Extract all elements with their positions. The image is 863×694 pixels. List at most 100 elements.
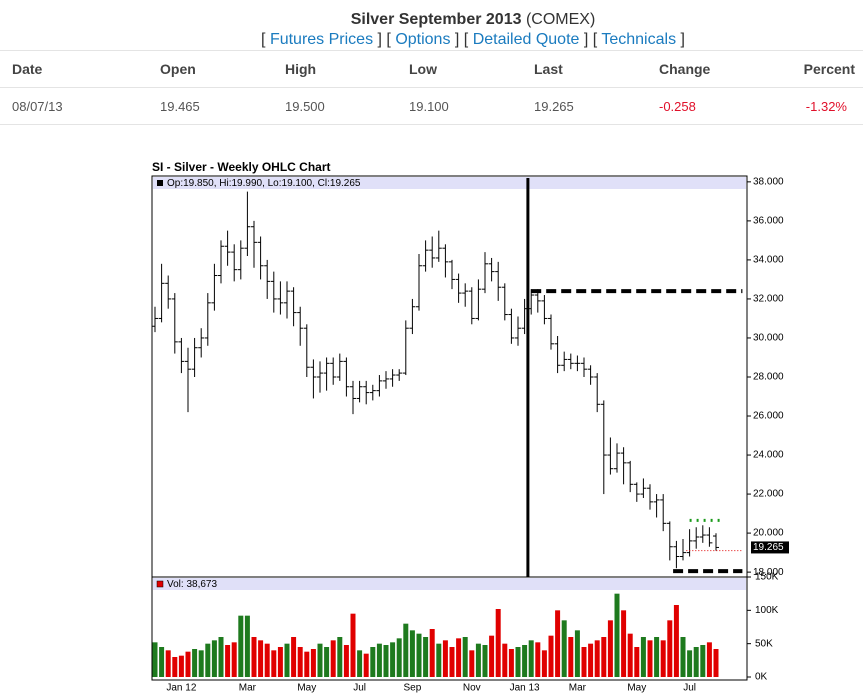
column-header: Date: [0, 50, 160, 88]
column-header: Last: [534, 50, 659, 88]
quote-table: Date Open High Low Last Change Percent 0…: [0, 50, 863, 125]
volume-bar: [673, 605, 679, 677]
x-tick-label: May: [627, 683, 646, 694]
volume-bar: [634, 647, 640, 677]
volume-bar: [621, 610, 627, 677]
volume-bar: [310, 649, 316, 677]
volume-bar: [337, 637, 343, 677]
volume-bar: [515, 647, 521, 677]
volume-icon: [156, 580, 164, 588]
volume-bar: [231, 642, 237, 677]
volume-bar: [211, 640, 217, 677]
volume-bar: [350, 613, 356, 677]
link[interactable]: Futures Prices: [269, 31, 374, 48]
volume-label: Vol: 38,673: [167, 579, 217, 590]
volume-bar: [291, 637, 297, 677]
x-tick-label: Sep: [404, 683, 422, 694]
y-tick-label: 30.000: [753, 333, 784, 344]
volume-bar: [462, 637, 468, 677]
volume-bar: [383, 645, 389, 677]
column-header: Open: [160, 50, 285, 88]
volume-bar: [363, 653, 369, 677]
header: Silver September 2013 (COMEX) [ Futures …: [0, 10, 863, 50]
volume-bar: [706, 642, 712, 677]
volume-bar: [297, 647, 303, 677]
y-tick-label: 26.000: [753, 411, 784, 422]
title: Silver September 2013: [350, 11, 522, 28]
volume-bar: [482, 645, 488, 677]
volume-bar: [370, 647, 376, 677]
ohlc-label: Op:19.850, Hi:19.990, Lo:19.100, Cl:19.2…: [167, 178, 361, 189]
link[interactable]: Options: [395, 31, 451, 48]
column-header: High: [285, 50, 409, 88]
volume-bar: [442, 640, 448, 677]
volume-bar: [330, 640, 336, 677]
volume-bar: [198, 650, 204, 677]
link[interactable]: Detailed Quote: [472, 31, 580, 48]
volume-bar: [390, 642, 396, 677]
header-row: Date Open High Low Last Change Percent: [0, 50, 863, 88]
volume-bar: [667, 620, 673, 677]
volume-bar: [700, 645, 706, 677]
volume-bar: [502, 643, 508, 677]
y-tick-label: 24.000: [753, 450, 784, 461]
volume-bar: [436, 643, 442, 677]
volume-band: [153, 578, 746, 590]
volume-bar: [357, 650, 363, 677]
volume-bar: [264, 643, 270, 677]
x-tick-label: Mar: [569, 683, 587, 694]
volume-bar: [654, 637, 660, 677]
x-tick-label: Jul: [353, 683, 366, 694]
column-header: Change: [659, 50, 779, 88]
link[interactable]: Technicals: [601, 31, 677, 48]
volume-bar: [687, 650, 693, 677]
volume-bar: [396, 638, 402, 677]
y-tick-label: 20.000: [753, 528, 784, 539]
volume-bar: [317, 643, 323, 677]
y-tick-label: 36.000: [753, 216, 784, 227]
volume-bar: [304, 651, 310, 677]
volume-bar: [324, 647, 330, 677]
volume-bar: [693, 647, 699, 677]
x-tick-label: Jan 13: [510, 683, 540, 694]
x-tick-label: Jan 12: [166, 683, 196, 694]
column-header: Percent: [779, 50, 863, 88]
y-tick-label: 150K: [755, 572, 779, 583]
volume-bar: [185, 651, 191, 677]
volume-bar: [258, 640, 264, 677]
volume-bar: [555, 610, 561, 677]
info-band: [153, 177, 746, 189]
column-header: Low: [409, 50, 534, 88]
volume-bar: [277, 647, 283, 677]
volume-bar: [647, 640, 653, 677]
exchange: (COMEX): [525, 11, 596, 28]
volume-bar: [660, 640, 666, 677]
volume-bar: [614, 593, 620, 677]
volume-bar: [423, 637, 429, 677]
volume-bar: [251, 637, 257, 677]
cell: 19.100: [409, 87, 534, 125]
volume-bar: [456, 638, 462, 677]
volume-bar: [475, 643, 481, 677]
volume-bar: [561, 620, 567, 677]
x-tick-label: May: [297, 683, 316, 694]
volume-bar: [607, 620, 613, 677]
volume-bar: [713, 649, 719, 677]
volume-bar: [165, 650, 171, 677]
last-price-label: 19.265: [753, 542, 784, 553]
cell: 19.465: [160, 87, 285, 125]
volume-bar: [581, 647, 587, 677]
volume-bar: [159, 647, 165, 677]
cell: -1.32%: [779, 87, 863, 125]
volume-bar: [244, 615, 250, 677]
volume-bar: [495, 609, 501, 677]
volume-bar: [680, 637, 686, 677]
volume-bar: [178, 655, 184, 677]
volume-bar: [449, 647, 455, 677]
volume-bar: [284, 643, 290, 677]
volume-bar: [548, 635, 554, 677]
volume-bar: [172, 657, 178, 677]
volume-bar: [225, 645, 231, 677]
volume-bar: [640, 637, 646, 677]
y-tick-label: 50K: [755, 638, 773, 649]
